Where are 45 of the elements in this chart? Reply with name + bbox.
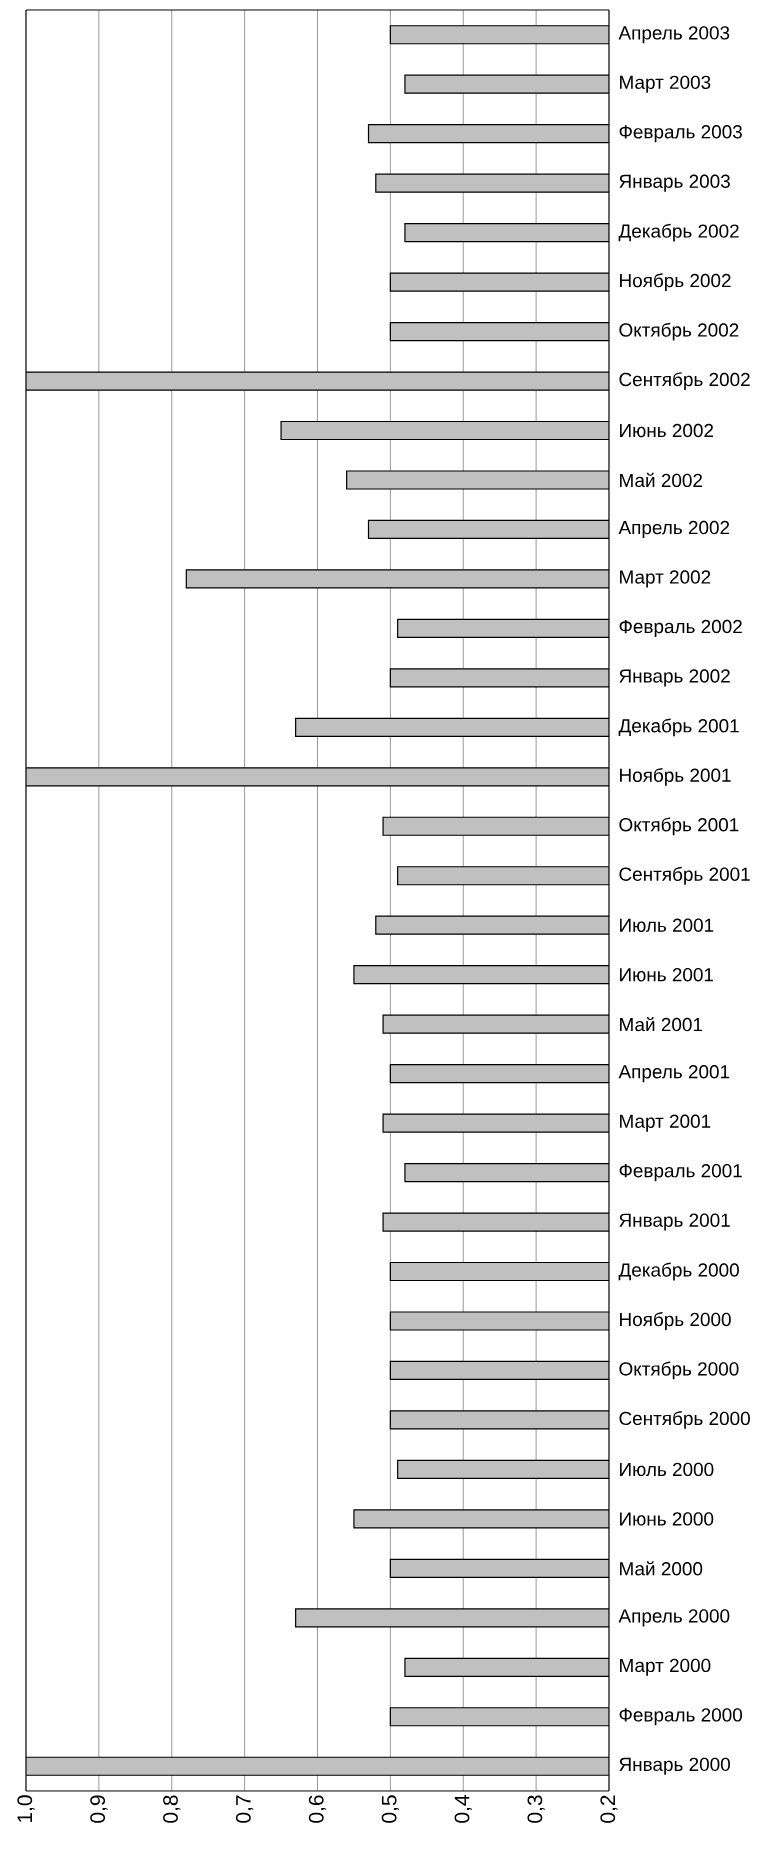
y-tick-label: Сентябрь 2001: [619, 866, 750, 885]
y-tick-label: Сентябрь 2000: [619, 1411, 750, 1429]
y-tick-label: Июль 2001: [620, 918, 714, 932]
y-tick-label: Март 2001: [620, 1114, 711, 1132]
y-tick-label: Январь 2001: [619, 1213, 730, 1231]
y-tick-label: Октябрь 2001: [619, 817, 739, 836]
y-tick-label: Февраль 2002: [619, 619, 742, 637]
y-tick-label: Февраль 2003: [619, 125, 742, 143]
y-tick-label: Апрель 2003: [618, 26, 730, 44]
y-tick-label: Май 2000: [620, 1561, 703, 1576]
x-tick-label: 0,7: [235, 1795, 254, 1823]
x-tick-label: 0,6: [308, 1795, 327, 1823]
x-tick-label: 0,8: [163, 1795, 181, 1823]
y-tick-label: Июнь 2002: [620, 423, 714, 438]
y-tick-label: Март 2002: [620, 570, 711, 588]
y-tick-label: Март 2003: [620, 75, 711, 93]
y-tick-label: Май 2001: [620, 1017, 703, 1032]
y-tick-label: Ноябрь 2001: [620, 767, 731, 786]
y-tick-label: Июнь 2000: [620, 1512, 714, 1526]
y-tick-label: Декабрь 2002: [618, 223, 739, 242]
y-tick-label: Январь 2002: [619, 669, 730, 687]
y-tick-label: Июль 2000: [620, 1462, 714, 1477]
y-tick-label: Октябрь 2002: [619, 322, 739, 341]
y-tick-label: Декабрь 2000: [618, 1262, 739, 1281]
y-tick-label: Декабрь 2001: [618, 718, 739, 737]
x-tick-label: 0,9: [90, 1795, 108, 1823]
y-tick-label: Апрель 2002: [618, 520, 730, 539]
y-tick-label: Июнь 2001: [620, 967, 714, 982]
y-tick-label: Ноябрь 2000: [620, 1312, 731, 1330]
y-tick-label: Февраль 2001: [619, 1164, 742, 1182]
y-tick-label: Апрель 2000: [618, 1609, 730, 1627]
y-tick-label: Январь 2003: [619, 174, 730, 192]
y-tick-label: Октябрь 2000: [619, 1361, 739, 1380]
x-tick-label: 0,2: [600, 1795, 618, 1823]
x-tick-label: 0,4: [454, 1795, 472, 1823]
y-tick-label: Сентябрь 2002: [619, 372, 750, 390]
y-tick-label: Ноябрь 2002: [620, 273, 731, 291]
y-tick-label: Май 2002: [620, 472, 702, 488]
x-tick-label: 1,0: [17, 1795, 35, 1822]
x-tick-label: 0,5: [381, 1795, 399, 1823]
y-tick-label: Январь 2000: [619, 1757, 730, 1775]
x-tick-label: 0,3: [527, 1795, 545, 1823]
y-tick-label: Март 2000: [620, 1658, 711, 1676]
y-tick-label: Февраль 2000: [619, 1708, 743, 1726]
y-tick-label: Апрель 2001: [618, 1065, 730, 1083]
